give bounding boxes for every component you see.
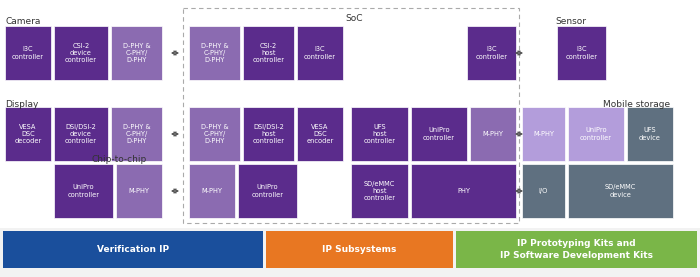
Text: M-PHY: M-PHY — [533, 131, 554, 137]
Bar — [557, 26, 606, 80]
Bar — [297, 107, 343, 161]
Bar — [297, 26, 343, 80]
Text: Chip-to-chip: Chip-to-chip — [92, 155, 147, 164]
Text: SD/eMMC
device: SD/eMMC device — [605, 184, 636, 198]
Text: DSI/DSI-2
host
controller: DSI/DSI-2 host controller — [253, 124, 284, 144]
Bar — [522, 107, 565, 161]
Text: M-PHY: M-PHY — [202, 188, 223, 194]
Text: I3C
controller: I3C controller — [566, 46, 598, 60]
Bar — [627, 107, 673, 161]
Text: UniPro
controller: UniPro controller — [423, 127, 455, 141]
Bar — [3, 231, 263, 268]
Text: D-PHY &
C-PHY/
D-PHY: D-PHY & C-PHY/ D-PHY — [201, 43, 228, 63]
Bar — [189, 107, 240, 161]
Bar — [54, 164, 113, 218]
Bar — [351, 107, 408, 161]
Text: Camera: Camera — [5, 17, 41, 26]
Bar — [411, 164, 516, 218]
Text: I/O: I/O — [539, 188, 548, 194]
Text: PHY: PHY — [457, 188, 470, 194]
Text: Verification IP: Verification IP — [97, 245, 169, 254]
Bar — [54, 107, 108, 161]
Text: IP Prototyping Kits and
IP Software Development Kits: IP Prototyping Kits and IP Software Deve… — [500, 239, 653, 260]
Bar — [183, 8, 519, 223]
Text: SoC: SoC — [345, 14, 363, 23]
Bar — [5, 107, 51, 161]
Text: IP Subsystems: IP Subsystems — [322, 245, 397, 254]
Text: SD/eMMC
host
controller: SD/eMMC host controller — [363, 181, 395, 201]
Bar — [568, 164, 673, 218]
Text: UFS
host
controller: UFS host controller — [363, 124, 395, 144]
Bar — [189, 26, 240, 80]
Text: I3C
controller: I3C controller — [12, 46, 44, 60]
Text: M-PHY: M-PHY — [482, 131, 503, 137]
Text: CSI-2
device
controller: CSI-2 device controller — [65, 43, 97, 63]
Bar — [238, 164, 297, 218]
Text: I3C
controller: I3C controller — [475, 46, 507, 60]
Text: VESA
DSC
decoder: VESA DSC decoder — [15, 124, 41, 144]
Bar — [243, 26, 294, 80]
Text: M-PHY: M-PHY — [129, 188, 150, 194]
Bar — [116, 164, 162, 218]
Text: UFS
device: UFS device — [639, 127, 661, 141]
Text: UniPro
controller: UniPro controller — [67, 184, 99, 198]
Bar — [411, 107, 467, 161]
Bar — [522, 164, 565, 218]
Text: UniPro
controller: UniPro controller — [251, 184, 284, 198]
Text: D-PHY &
C-PHY/
D-PHY: D-PHY & C-PHY/ D-PHY — [201, 124, 228, 144]
Bar — [5, 26, 51, 80]
Text: Sensor: Sensor — [555, 17, 586, 26]
Text: D-PHY &
C-PHY/
D-PHY: D-PHY & C-PHY/ D-PHY — [122, 124, 150, 144]
Bar — [54, 26, 108, 80]
Text: Display: Display — [5, 100, 38, 109]
Bar — [351, 164, 408, 218]
Bar — [189, 164, 235, 218]
Text: Mobile storage: Mobile storage — [603, 100, 670, 109]
Text: D-PHY &
C-PHY/
D-PHY: D-PHY & C-PHY/ D-PHY — [122, 43, 150, 63]
Bar — [470, 107, 516, 161]
Text: DSI/DSI-2
device
controller: DSI/DSI-2 device controller — [65, 124, 97, 144]
Bar — [266, 231, 453, 268]
Text: I3C
controller: I3C controller — [304, 46, 336, 60]
Bar — [243, 107, 294, 161]
Bar — [111, 107, 162, 161]
Text: UniPro
controller: UniPro controller — [580, 127, 612, 141]
Bar — [111, 26, 162, 80]
Bar — [467, 26, 516, 80]
Bar — [0, 0, 700, 228]
Bar — [456, 231, 697, 268]
Text: VESA
DSC
encoder: VESA DSC encoder — [307, 124, 334, 144]
Text: CSI-2
host
controller: CSI-2 host controller — [253, 43, 284, 63]
Bar — [568, 107, 624, 161]
